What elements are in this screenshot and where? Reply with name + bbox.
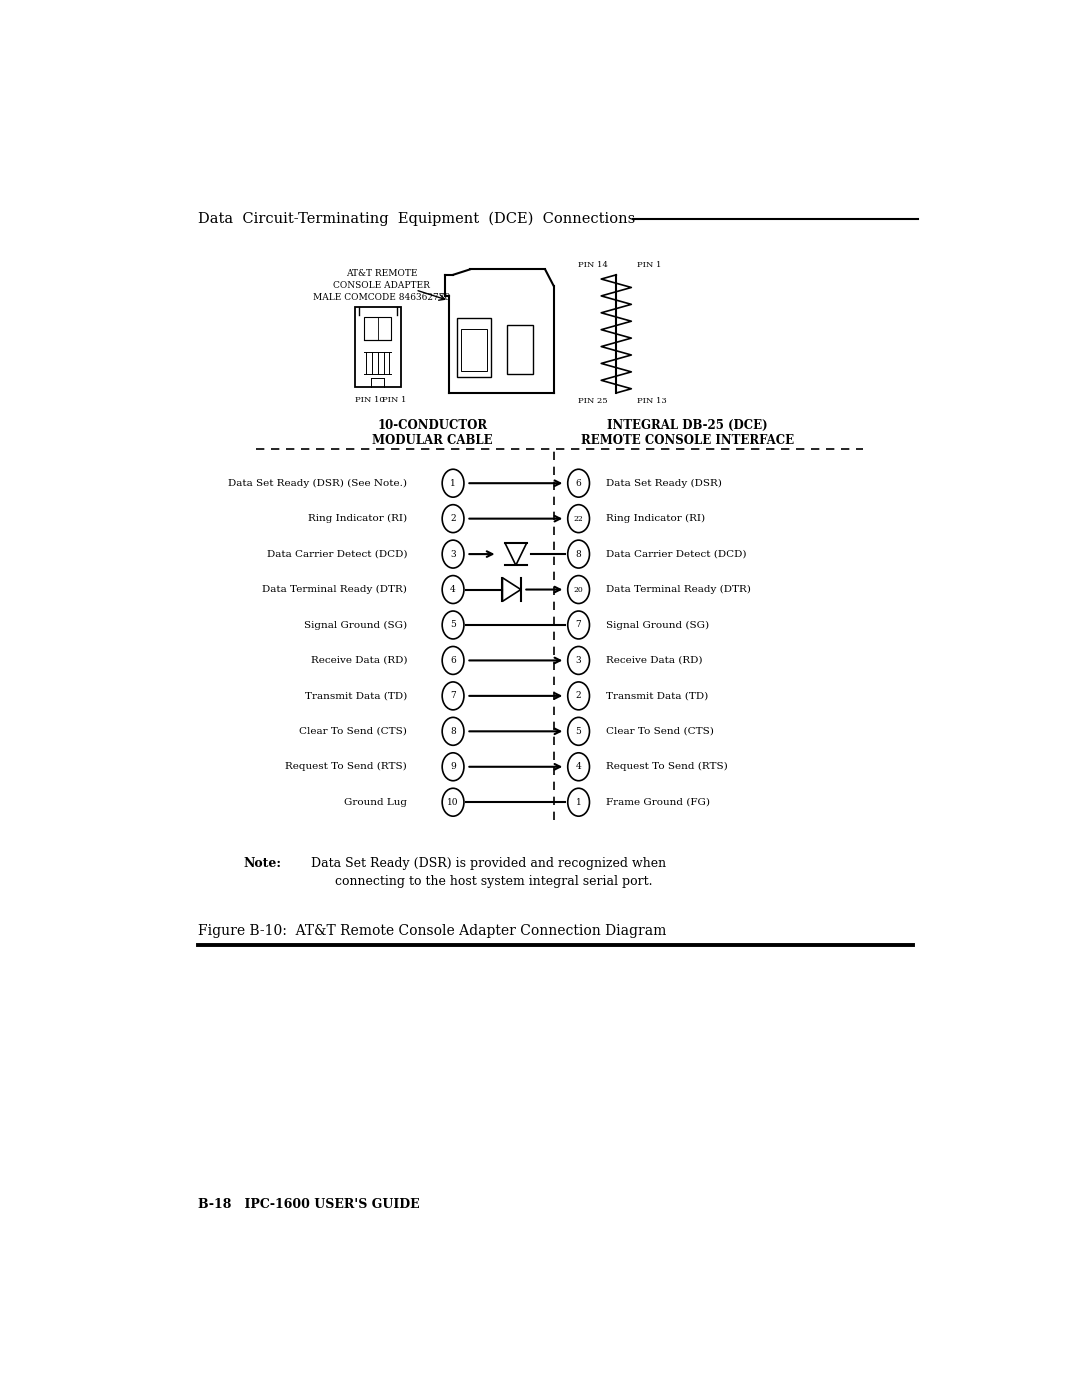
Circle shape bbox=[442, 540, 464, 568]
Text: Signal Ground (SG): Signal Ground (SG) bbox=[606, 621, 710, 629]
Text: 1: 1 bbox=[576, 798, 581, 806]
Text: PIN 1: PIN 1 bbox=[637, 261, 662, 269]
Text: 1: 1 bbox=[450, 478, 456, 488]
Circle shape bbox=[568, 576, 590, 604]
Circle shape bbox=[568, 788, 590, 816]
Text: 7: 7 bbox=[450, 692, 456, 700]
Text: Frame Ground (FG): Frame Ground (FG) bbox=[606, 798, 711, 806]
Text: Ring Indicator (RI): Ring Indicator (RI) bbox=[606, 515, 705, 523]
Circle shape bbox=[568, 505, 590, 533]
Text: Figure B-10:  AT&T Remote Console Adapter Connection Diagram: Figure B-10: AT&T Remote Console Adapter… bbox=[198, 923, 666, 937]
Text: Ground Lug: Ground Lug bbox=[345, 798, 407, 806]
Text: 10: 10 bbox=[447, 798, 459, 806]
Circle shape bbox=[568, 611, 590, 639]
Text: PIN 25: PIN 25 bbox=[578, 398, 608, 406]
Text: 10-CONDUCTOR
MODULAR CABLE: 10-CONDUCTOR MODULAR CABLE bbox=[372, 418, 492, 446]
Circle shape bbox=[442, 646, 464, 674]
Text: Data Set Ready (DSR): Data Set Ready (DSR) bbox=[606, 478, 723, 488]
Circle shape bbox=[442, 505, 464, 533]
Text: 22: 22 bbox=[573, 515, 583, 523]
Text: 4: 4 bbox=[450, 585, 456, 594]
Text: 5: 5 bbox=[450, 621, 456, 629]
Text: Ring Indicator (RI): Ring Indicator (RI) bbox=[308, 515, 407, 523]
Circle shape bbox=[568, 753, 590, 781]
Text: Transmit Data (TD): Transmit Data (TD) bbox=[606, 692, 708, 700]
Circle shape bbox=[442, 611, 464, 639]
Text: 6: 6 bbox=[576, 478, 581, 488]
Circle shape bbox=[568, 682, 590, 710]
Circle shape bbox=[568, 717, 590, 745]
Text: Data Terminal Ready (DTR): Data Terminal Ready (DTR) bbox=[606, 585, 751, 594]
Text: 2: 2 bbox=[450, 515, 456, 523]
Text: Signal Ground (SG): Signal Ground (SG) bbox=[303, 621, 407, 629]
Text: Receive Data (RD): Receive Data (RD) bbox=[606, 656, 703, 665]
Text: 7: 7 bbox=[576, 621, 581, 629]
Circle shape bbox=[442, 717, 464, 745]
Text: Receive Data (RD): Receive Data (RD) bbox=[311, 656, 407, 665]
Circle shape bbox=[442, 576, 464, 604]
Text: Transmit Data (TD): Transmit Data (TD) bbox=[305, 692, 407, 700]
Text: 4: 4 bbox=[576, 762, 581, 771]
Text: 20: 20 bbox=[573, 586, 583, 593]
Text: Note:: Note: bbox=[244, 857, 282, 870]
Text: 8: 8 bbox=[576, 550, 581, 558]
Text: Data Terminal Ready (DTR): Data Terminal Ready (DTR) bbox=[262, 585, 407, 594]
Bar bbox=[508, 325, 532, 374]
Text: 3: 3 bbox=[450, 550, 456, 558]
Text: Clear To Send (CTS): Clear To Send (CTS) bbox=[299, 727, 407, 735]
Text: PIN 1: PIN 1 bbox=[382, 396, 406, 403]
Text: Request To Send (RTS): Request To Send (RTS) bbox=[285, 762, 407, 771]
Text: 3: 3 bbox=[576, 656, 581, 665]
Text: 5: 5 bbox=[576, 727, 581, 735]
Bar bbox=[364, 317, 391, 340]
Bar bbox=[354, 307, 401, 386]
Text: B-18   IPC-1600 USER'S GUIDE: B-18 IPC-1600 USER'S GUIDE bbox=[198, 1198, 419, 1211]
Circle shape bbox=[442, 788, 464, 816]
Circle shape bbox=[442, 682, 464, 710]
Text: Request To Send (RTS): Request To Send (RTS) bbox=[606, 762, 728, 771]
Circle shape bbox=[568, 469, 590, 497]
Text: 2: 2 bbox=[576, 692, 581, 700]
Text: Data Set Ready (DSR) (See Note.): Data Set Ready (DSR) (See Note.) bbox=[228, 478, 407, 488]
Bar bbox=[461, 329, 486, 371]
Circle shape bbox=[568, 646, 590, 674]
Text: Data Set Ready (DSR) is provided and recognized when
      connecting to the hos: Data Set Ready (DSR) is provided and rec… bbox=[311, 857, 666, 889]
Circle shape bbox=[442, 753, 464, 781]
Text: Data  Circuit-Terminating  Equipment  (DCE)  Connections: Data Circuit-Terminating Equipment (DCE)… bbox=[198, 212, 635, 226]
Text: PIN 13: PIN 13 bbox=[637, 398, 667, 406]
Text: 8: 8 bbox=[450, 727, 456, 735]
Bar bbox=[457, 318, 490, 377]
Circle shape bbox=[442, 469, 464, 497]
Text: Data Carrier Detect (DCD): Data Carrier Detect (DCD) bbox=[606, 550, 746, 558]
Text: INTEGRAL DB-25 (DCE)
REMOTE CONSOLE INTERFACE: INTEGRAL DB-25 (DCE) REMOTE CONSOLE INTE… bbox=[581, 418, 794, 446]
Circle shape bbox=[568, 540, 590, 568]
Text: PIN 14: PIN 14 bbox=[578, 261, 608, 269]
Text: Clear To Send (CTS): Clear To Send (CTS) bbox=[606, 727, 714, 735]
Text: 6: 6 bbox=[450, 656, 456, 665]
Text: Data Carrier Detect (DCD): Data Carrier Detect (DCD) bbox=[267, 550, 407, 558]
Text: AT&T REMOTE
CONSOLE ADAPTER
MALE COMCODE 846362770: AT&T REMOTE CONSOLE ADAPTER MALE COMCODE… bbox=[313, 269, 450, 303]
Text: 9: 9 bbox=[450, 762, 456, 771]
Text: PIN 10: PIN 10 bbox=[354, 396, 384, 403]
